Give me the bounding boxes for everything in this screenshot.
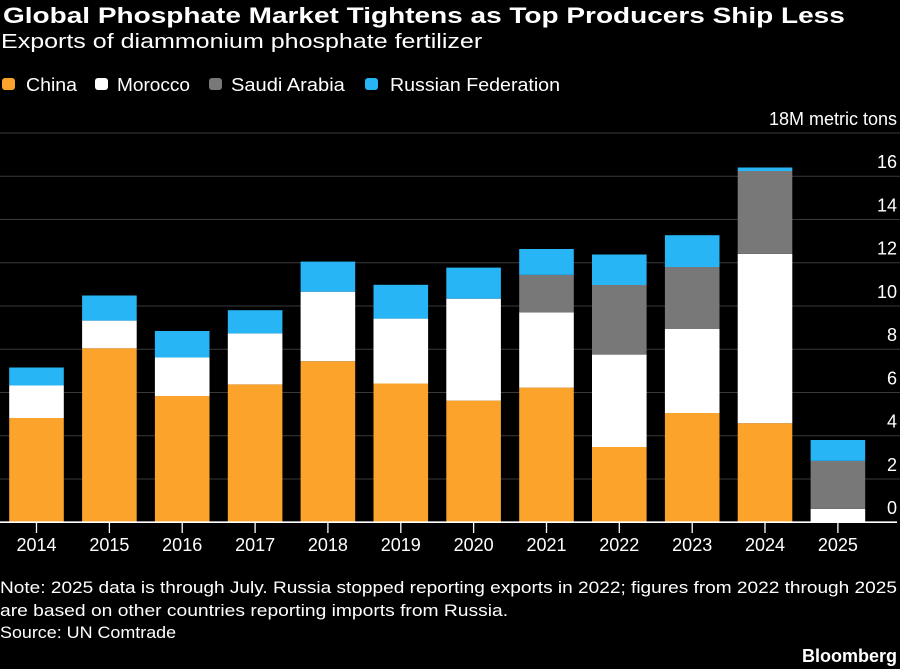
svg-text:6: 6 (887, 368, 897, 388)
svg-text:2015: 2015 (89, 535, 129, 555)
svg-text:0: 0 (887, 498, 897, 518)
svg-text:4: 4 (887, 412, 897, 432)
svg-text:2017: 2017 (235, 535, 275, 555)
svg-text:2014: 2014 (16, 535, 56, 555)
svg-text:10: 10 (877, 282, 897, 302)
svg-text:2: 2 (887, 455, 897, 475)
svg-text:2019: 2019 (381, 535, 421, 555)
svg-text:2020: 2020 (454, 535, 494, 555)
svg-text:2021: 2021 (526, 535, 566, 555)
svg-text:2023: 2023 (672, 535, 712, 555)
svg-text:2025: 2025 (818, 535, 858, 555)
svg-text:2018: 2018 (308, 535, 348, 555)
svg-text:12: 12 (877, 239, 897, 259)
svg-text:14: 14 (877, 195, 897, 215)
svg-text:18M metric tons: 18M metric tons (769, 109, 897, 129)
svg-text:2022: 2022 (599, 535, 639, 555)
svg-text:16: 16 (877, 152, 897, 172)
svg-text:2024: 2024 (745, 535, 785, 555)
svg-text:8: 8 (887, 325, 897, 345)
svg-text:2016: 2016 (162, 535, 202, 555)
